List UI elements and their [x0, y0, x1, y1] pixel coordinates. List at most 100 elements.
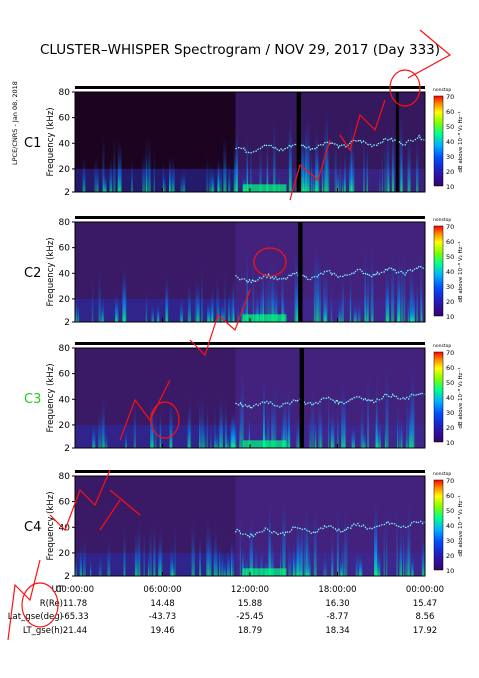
emission-streak — [113, 135, 116, 192]
colorbar-top-label: nonstop — [433, 343, 451, 349]
emission-streak — [218, 295, 220, 322]
emission-streak — [359, 548, 361, 576]
availability-bar — [75, 470, 425, 473]
emission-streak — [306, 493, 308, 576]
emission-streak — [206, 393, 209, 448]
emission-streak — [151, 301, 154, 322]
colorbar-tick-label: 40 — [446, 522, 454, 530]
emission-streak — [131, 159, 133, 192]
emission-streak — [355, 546, 359, 576]
emission-streak — [209, 164, 211, 192]
colorbar-tick-label: 30 — [446, 283, 454, 291]
emission-streak — [223, 135, 225, 192]
colorbar — [433, 479, 444, 571]
emission-streak — [133, 394, 137, 448]
spacecraft-label: C4 — [24, 520, 41, 535]
colorbar-tick-label: 40 — [446, 268, 454, 276]
emission-streak — [206, 153, 209, 192]
emission-streak — [288, 110, 292, 192]
emission-streak — [292, 540, 295, 576]
emission-streak — [148, 136, 151, 192]
emission-streak — [313, 238, 318, 322]
emission-streak — [400, 413, 403, 448]
emission-streak — [149, 522, 153, 576]
x-axis-value: 11.78 — [63, 599, 87, 609]
emission-streak — [225, 430, 230, 448]
emission-streak — [103, 173, 107, 192]
emission-streak — [248, 411, 251, 448]
emission-streak — [371, 298, 374, 322]
emission-streak — [307, 164, 310, 192]
emission-streak — [266, 134, 269, 192]
emission-streak — [303, 511, 308, 576]
emission-streak — [271, 386, 274, 448]
emission-streak — [409, 404, 413, 448]
emission-streak — [145, 288, 148, 322]
colorbar-tick-label: 60 — [446, 364, 454, 372]
emission-streak — [239, 506, 242, 576]
colorbar-tick-label: 50 — [446, 123, 454, 131]
emission-streak — [153, 150, 155, 192]
emission-streak — [324, 287, 327, 322]
y-tick-label: 40 — [59, 395, 71, 405]
emission-streak — [75, 552, 77, 576]
emission-streak — [341, 414, 345, 448]
emission-streak — [182, 168, 186, 192]
emission-streak — [201, 389, 205, 448]
x-axis-value: 19.46 — [150, 626, 174, 636]
emission-streak — [256, 289, 259, 322]
emission-streak — [311, 380, 315, 448]
emission-streak — [294, 247, 297, 322]
emission-streak — [180, 296, 184, 322]
spacecraft-label: C1 — [24, 136, 41, 151]
x-axis-value: 00:00:00 — [56, 585, 94, 595]
emission-streak — [165, 273, 169, 322]
colorbar-tick-label: 10 — [446, 567, 454, 575]
emission-streak — [162, 160, 165, 192]
emission-streak — [397, 254, 401, 322]
emission-streak — [282, 492, 286, 576]
emission-streak — [228, 160, 231, 192]
emission-streak — [341, 168, 344, 192]
colorbar-tick-label: 40 — [446, 394, 454, 402]
emission-streak — [297, 409, 301, 448]
emission-streak — [271, 260, 274, 322]
emission-streak — [98, 407, 102, 448]
emission-streak — [376, 426, 378, 448]
emission-streak — [300, 128, 305, 192]
emission-streak — [96, 165, 99, 192]
emission-streak — [92, 422, 96, 448]
emission-streak — [407, 491, 411, 576]
emission-streak — [323, 257, 325, 322]
availability-bar — [75, 342, 425, 345]
emission-streak — [357, 298, 361, 322]
emission-streak — [341, 266, 344, 322]
emission-streak — [218, 538, 221, 576]
emission-streak — [264, 558, 268, 576]
emission-streak — [344, 501, 348, 576]
emission-streak — [233, 300, 235, 322]
y-tick-label: 40 — [59, 523, 71, 533]
emission-streak — [416, 132, 419, 192]
emission-streak — [206, 296, 210, 322]
colorbar-tick-label: 30 — [446, 409, 454, 417]
emission-streak — [402, 513, 405, 576]
emission-streak — [401, 135, 404, 192]
x-axis-value: 15.47 — [413, 599, 437, 609]
emission-streak — [305, 558, 307, 576]
colorbar-tick-label: 20 — [446, 298, 454, 306]
emission-streak — [330, 407, 335, 448]
colorbar-tick-label: 50 — [446, 507, 454, 515]
low-frequency-enhancement — [242, 184, 287, 192]
colorbar-tick-label: 30 — [446, 537, 454, 545]
emission-streak — [83, 537, 86, 576]
emission-streak — [323, 548, 327, 576]
y-tick-label: 60 — [59, 244, 71, 254]
emission-streak — [343, 555, 345, 576]
emission-streak — [323, 155, 326, 192]
emission-streak — [214, 402, 216, 448]
low-frequency-enhancement — [242, 440, 287, 448]
emission-streak — [295, 272, 300, 322]
emission-streak — [262, 367, 265, 448]
emission-streak — [213, 534, 215, 576]
